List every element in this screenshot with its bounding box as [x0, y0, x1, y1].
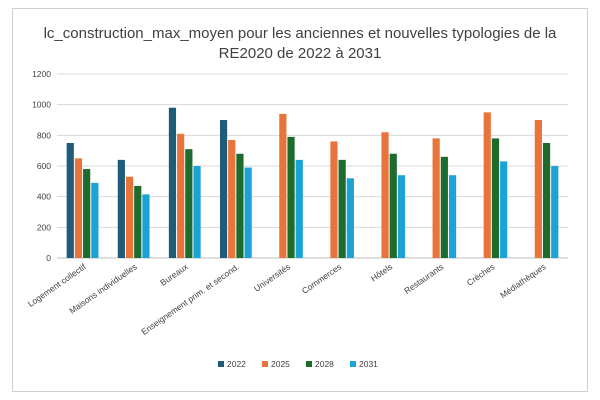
bar-2025-9 [534, 120, 542, 258]
x-tick-label: Crèches [465, 261, 497, 287]
bar-2028-1 [134, 185, 142, 258]
bar-2028-8 [491, 138, 500, 258]
x-tick-label: Commerces [300, 261, 343, 295]
bar-2028-6 [389, 153, 397, 258]
gridlines [57, 73, 568, 259]
x-tick-label: Médiathèques [498, 261, 547, 300]
bar-2025-8 [483, 112, 491, 258]
x-tick-label: Enseignement prim. et second. [139, 261, 241, 336]
y-tick-label: 800 [37, 130, 51, 140]
bar-2028-9 [542, 143, 551, 258]
bar-2028-4 [287, 136, 295, 258]
bar-2028-3 [236, 153, 244, 258]
bar-2022-2 [168, 107, 177, 258]
y-tick-label: 400 [37, 192, 51, 202]
bar-2025-3 [228, 139, 236, 258]
x-tick-label: Hôtels [369, 261, 394, 283]
chart-title-line-2: RE2020 de 2022 à 2031 [219, 45, 382, 62]
bar-2025-2 [177, 133, 185, 258]
legend-swatch-2031 [350, 361, 356, 367]
bar-2025-1 [125, 176, 134, 258]
x-tick-label: Bureaux [158, 261, 190, 288]
bar-2028-7 [440, 156, 448, 258]
bar-2025-5 [330, 141, 338, 258]
bar-2022-0 [66, 143, 74, 258]
chart-title-line-1: lc_construction_max_moyen pour les ancie… [44, 25, 557, 42]
y-tick-label: 600 [37, 161, 51, 171]
bar-2025-4 [279, 113, 287, 258]
bar-2031-6 [397, 175, 406, 258]
bar-2031-2 [193, 166, 201, 258]
bar-2022-3 [219, 120, 228, 258]
y-tick-label: 0 [46, 253, 51, 263]
legend-label-2025: 2025 [271, 359, 290, 369]
bar-2031-9 [551, 166, 559, 258]
bar-2025-6 [381, 132, 389, 258]
bar-2022-1 [117, 159, 125, 258]
bar-2028-5 [338, 159, 346, 258]
bar-2028-2 [185, 149, 193, 258]
y-tick-label: 200 [37, 222, 51, 232]
bar-2031-1 [142, 194, 150, 258]
bar-2031-4 [295, 159, 303, 258]
legend-label-2031: 2031 [359, 359, 378, 369]
bar-2031-3 [244, 167, 252, 258]
bar-2025-0 [74, 158, 83, 258]
bar-2031-5 [346, 178, 354, 258]
x-tick-label: Universités [252, 261, 292, 293]
legend: 2022 2025 2028 2031 [218, 359, 378, 369]
bar-2031-0 [91, 182, 99, 258]
bar-2025-7 [432, 138, 440, 258]
y-tick-label: 1000 [32, 100, 51, 110]
bar-2031-7 [448, 175, 457, 258]
x-tick-label: Restaurants [402, 261, 445, 295]
y-axis: 0 200 400 600 800 1000 1200 [32, 69, 51, 263]
legend-label-2022: 2022 [227, 359, 246, 369]
legend-swatch-2022 [218, 361, 224, 367]
chart-title: lc_construction_max_moyen pour les ancie… [44, 25, 557, 62]
legend-swatch-2025 [262, 361, 268, 367]
bar-2031-8 [500, 161, 508, 258]
legend-swatch-2028 [306, 361, 312, 367]
bars [66, 107, 559, 258]
y-tick-label: 1200 [32, 69, 51, 79]
bar-2028-0 [83, 169, 91, 258]
legend-label-2028: 2028 [315, 359, 334, 369]
